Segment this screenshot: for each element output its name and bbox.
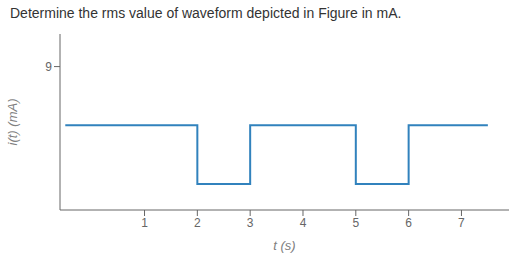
- svg-text:6: 6: [405, 216, 412, 230]
- svg-text:2: 2: [194, 216, 201, 230]
- html-text:Determine the rms value of wav: Determine the rms value of waveform depi…: [10, 5, 402, 21]
- svg-text:9: 9: [45, 60, 52, 74]
- svg-text:7: 7: [458, 216, 465, 230]
- svg-text:5: 5: [352, 216, 359, 230]
- svg-text:4: 4: [300, 216, 307, 230]
- svg-text:i(t) (mA): i(t) (mA): [8, 99, 20, 146]
- svg-text:1: 1: [141, 216, 148, 230]
- svg-text:t (s): t (s): [273, 238, 295, 253]
- svg-text:3: 3: [247, 216, 254, 230]
